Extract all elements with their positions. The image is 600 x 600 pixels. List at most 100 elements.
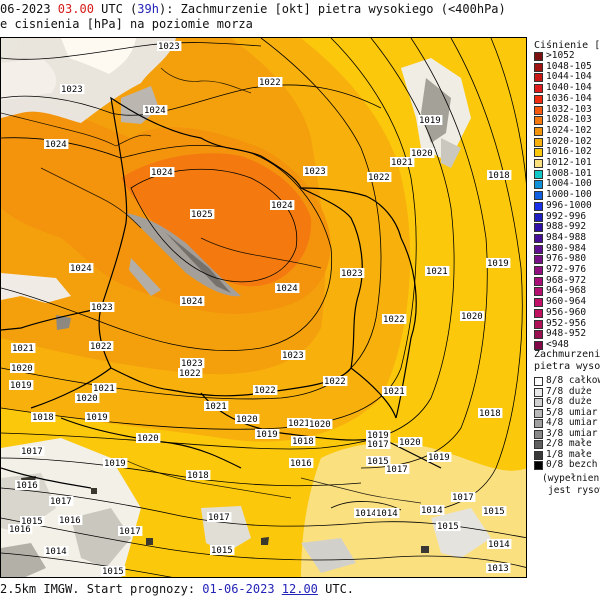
pressure-legend-item: 1028-103 [534, 115, 600, 126]
isobar-label-bg [15, 480, 40, 490]
pressure-legend-item: 1044-104 [534, 72, 600, 83]
pressure-legend-item: >1052 [534, 51, 600, 62]
pressure-legend-item: 1040-104 [534, 83, 600, 94]
isobar-label: 1014 [45, 547, 67, 557]
footer-utc: UTC. [317, 582, 355, 596]
pressure-legend-item: 1004-100 [534, 178, 600, 190]
isobar-label: 1017 [386, 465, 408, 475]
isobar-label-bg [204, 401, 229, 411]
isobar-label: 1014 [355, 509, 377, 519]
legend-label: 8/8 całkow [546, 375, 600, 386]
pressure-legend-item: 1024-102 [534, 124, 600, 137]
forecast-map[interactable]: 1023 1023 1022 1024 1024 1024 1025 1023 1024 1022… [0, 37, 527, 578]
legend-label: 996-1000 [546, 199, 592, 211]
legend-label: 7/8 duże [546, 385, 592, 397]
title-time: 03.00 [57, 2, 94, 16]
isobar-label: 1014 [376, 509, 398, 519]
legend-swatch [534, 244, 543, 254]
cloud-legend-item: 0/8 bezch [534, 460, 600, 471]
isobar-label-bg [31, 412, 56, 422]
pressure-legend-item: 964-968 [534, 285, 600, 297]
isobar-label-bg [308, 419, 333, 429]
isobar-label-bg [49, 496, 74, 506]
isobar-label-bg [486, 563, 511, 573]
legend-label: 984-988 [546, 231, 587, 243]
isobar-label-bg [60, 84, 85, 94]
legend-swatch [534, 287, 543, 297]
pressure-legend-item: 1048-105 [534, 60, 600, 73]
legend-label: 6/8 duże [546, 396, 592, 407]
legend-swatch [534, 62, 543, 72]
coastline-and-rivers [1, 67, 422, 504]
legend-swatch [534, 276, 543, 286]
isobar-label-bg [92, 383, 117, 393]
pressure-legend-item: 960-964 [534, 297, 600, 308]
legend-label: 1004-100 [546, 178, 592, 190]
legend-swatch [534, 233, 543, 243]
isobar-label: 1022 [383, 315, 405, 325]
pressure-legend-item: 968-972 [534, 275, 600, 287]
isobar-label-bg [143, 105, 168, 115]
isobar-label-bg [207, 512, 232, 522]
legend-label: 1020-102 [546, 135, 592, 147]
isobar-label: 1022 [179, 369, 201, 379]
legend-label: 1/8 małe [546, 448, 592, 460]
isobar-label: 1020 [76, 394, 98, 404]
isobar-label-bg [366, 439, 391, 449]
isobar-label-bg [436, 521, 461, 531]
isobar-label: 1022 [259, 78, 281, 88]
isobar-label: 1023 [61, 85, 83, 95]
isobar-label-bg [460, 311, 485, 321]
map-canvas: 1023102310221024102410241025102310241022… [1, 38, 526, 577]
legend-label: 992-996 [546, 210, 587, 222]
map-title-line-1: 06-2023 03.00 UTC (39h): Zachmurzenie [o… [0, 2, 528, 17]
legend-label: 972-976 [546, 264, 587, 275]
isobar-label-bg [418, 115, 443, 125]
legend-label: 1024-102 [546, 124, 592, 136]
isobar-label-bg [366, 456, 391, 466]
title-date: 06-2023 [0, 2, 58, 16]
isobar-label-bg [103, 458, 128, 468]
isobar-label: 1016 [59, 516, 81, 526]
isobar-label-bg [255, 429, 280, 439]
legend-swatch [534, 94, 543, 104]
pressure-legend-item: 976-980 [534, 253, 600, 265]
legend-label: 1048-105 [546, 60, 592, 72]
legend-label: 976-980 [546, 253, 587, 265]
isobar-label-bg [85, 412, 110, 422]
isobar-label: 1023 [282, 351, 304, 361]
isobar-label-bg [275, 283, 300, 293]
isobar-label: 1017 [208, 513, 230, 523]
legend-swatch [534, 105, 543, 115]
pressure-legend-item: 1008-101 [534, 168, 600, 180]
pressure-legend-item: 988-992 [534, 222, 600, 233]
isobar-label: 1020 [411, 149, 433, 159]
isobar-label-bg [150, 167, 175, 177]
pressure-legend-item: 948-952 [534, 329, 600, 340]
isobar-label-bg [487, 170, 512, 180]
legend-panel: Ciśnienie [hP >10521048-1051044-1041040-… [528, 37, 600, 578]
isobar-label: 1015 [483, 507, 505, 517]
pressure-legend-item: 1016-102 [534, 147, 600, 158]
legend-label: 956-960 [546, 306, 587, 318]
isobar-label: 1023 [304, 167, 326, 177]
isobar-label: 1019 [104, 459, 126, 469]
pressure-legend-item: 1020-102 [534, 135, 600, 148]
isobar-label: 1014 [421, 506, 443, 516]
pressure-legend-item: 1012-101 [534, 158, 600, 169]
isobar-label: 1017 [50, 497, 72, 507]
isobar-label-bg [478, 408, 503, 418]
pressure-legend-item: 1032-103 [534, 104, 600, 116]
isobar-label: 1024 [144, 106, 166, 116]
isobar-label-bg [487, 539, 512, 549]
isobar-label: 1018 [32, 413, 54, 423]
isobar-label: 1020 [11, 364, 33, 374]
footer-source: 2.5km IMGW. Start prognozy: [0, 582, 203, 596]
isobar-label: 1023 [341, 269, 363, 279]
legend-label: 964-968 [546, 285, 587, 297]
legend-swatch [534, 387, 543, 397]
legend-swatch [534, 73, 543, 83]
isobar-label-bg [20, 516, 45, 526]
isobar-label-bg [366, 430, 391, 440]
cloud-legend-item: 2/8 małe [534, 439, 600, 450]
